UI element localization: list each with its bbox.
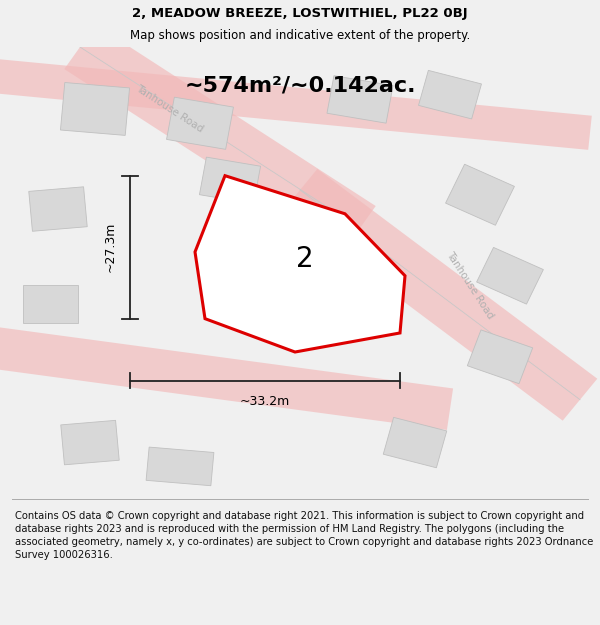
Polygon shape	[61, 421, 119, 465]
Polygon shape	[167, 97, 233, 149]
Polygon shape	[199, 157, 260, 204]
Text: Tanhouse Road: Tanhouse Road	[445, 250, 496, 321]
Text: ~574m²/~0.142ac.: ~574m²/~0.142ac.	[184, 75, 416, 95]
Polygon shape	[195, 176, 405, 352]
Polygon shape	[0, 59, 592, 150]
Polygon shape	[283, 169, 597, 421]
Polygon shape	[61, 82, 130, 136]
Text: Map shows position and indicative extent of the property.: Map shows position and indicative extent…	[130, 29, 470, 42]
Text: 2: 2	[296, 244, 314, 272]
Polygon shape	[0, 326, 453, 430]
Polygon shape	[446, 164, 514, 225]
Polygon shape	[23, 285, 77, 323]
Text: 2, MEADOW BREEZE, LOSTWITHIEL, PL22 0BJ: 2, MEADOW BREEZE, LOSTWITHIEL, PL22 0BJ	[132, 7, 468, 19]
Polygon shape	[467, 330, 533, 384]
Polygon shape	[383, 418, 447, 468]
Polygon shape	[64, 25, 376, 250]
Polygon shape	[476, 248, 544, 304]
Polygon shape	[419, 71, 481, 119]
Text: ~27.3m: ~27.3m	[104, 222, 116, 272]
Polygon shape	[146, 447, 214, 486]
Text: Tanhouse Road: Tanhouse Road	[134, 84, 206, 134]
Text: ~33.2m: ~33.2m	[240, 395, 290, 408]
Polygon shape	[327, 76, 393, 123]
Text: Contains OS data © Crown copyright and database right 2021. This information is : Contains OS data © Crown copyright and d…	[15, 511, 593, 560]
Polygon shape	[29, 187, 87, 231]
